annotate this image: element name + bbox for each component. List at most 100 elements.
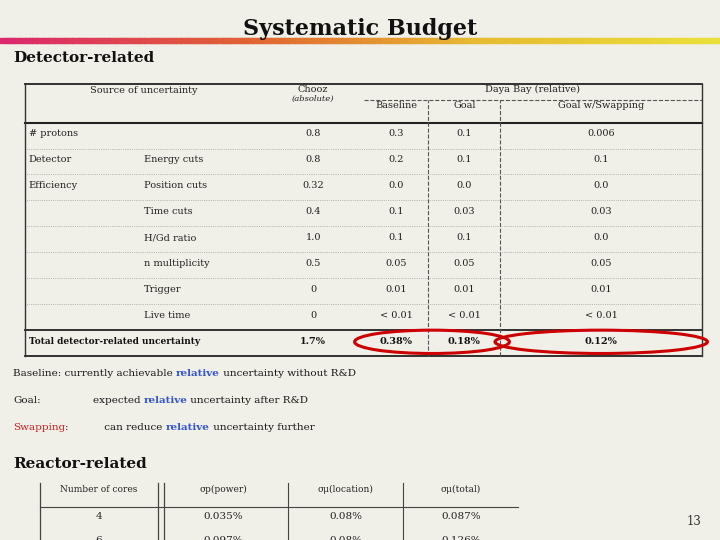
Bar [43,38,48,43]
Bar [594,38,598,43]
Bar [547,38,552,43]
Bar [364,38,368,43]
Bar [612,38,616,43]
Bar [151,38,156,43]
Bar [324,38,328,43]
Bar [562,38,566,43]
Bar [522,38,526,43]
Bar [637,38,642,43]
Bar [655,38,660,43]
Bar [356,38,361,43]
Bar [94,38,98,43]
Bar [248,38,253,43]
Text: σμ(total): σμ(total) [441,485,481,494]
Bar [241,38,246,43]
Bar [238,38,242,43]
Text: < 0.01: < 0.01 [585,311,618,320]
Bar [544,38,548,43]
Bar [695,38,699,43]
Bar [482,38,487,43]
Bar [486,38,490,43]
Bar [374,38,379,43]
Bar [378,38,382,43]
Text: 0.08%: 0.08% [329,512,362,521]
Text: 0.12%: 0.12% [585,337,618,346]
Bar [511,38,516,43]
Bar [202,38,206,43]
Bar [302,38,307,43]
Bar [605,38,609,43]
Text: Position cuts: Position cuts [144,181,207,190]
Text: < 0.01: < 0.01 [379,311,413,320]
Bar [274,38,278,43]
Text: 0.1: 0.1 [456,130,472,138]
Bar [648,38,652,43]
Bar [641,38,645,43]
Bar [198,38,202,43]
Bar [209,38,213,43]
Bar [421,38,426,43]
Text: Energy cuts: Energy cuts [144,156,203,164]
Text: 0.1: 0.1 [388,233,404,242]
Text: Source of uncertainty: Source of uncertainty [90,86,198,96]
Bar [464,38,469,43]
Bar [205,38,210,43]
Text: Baseline: Baseline [375,101,417,110]
Text: σp(power): σp(power) [199,485,247,494]
Bar [299,38,303,43]
Bar [608,38,613,43]
Bar [569,38,573,43]
Bar [436,38,440,43]
Bar [626,38,631,43]
Bar [169,38,174,43]
Bar [403,38,408,43]
Text: 0.8: 0.8 [305,130,321,138]
Text: Live time: Live time [144,311,190,320]
Bar [389,38,393,43]
Text: Daya Bay (relative): Daya Bay (relative) [485,85,580,94]
Bar [140,38,145,43]
Bar [508,38,512,43]
Bar [475,38,480,43]
Bar [281,38,285,43]
Bar [83,38,87,43]
Bar [702,38,706,43]
Bar [270,38,274,43]
Bar [349,38,354,43]
Bar [25,38,30,43]
Bar [616,38,620,43]
Bar [306,38,310,43]
Text: 4: 4 [96,512,102,521]
Text: 0.8: 0.8 [305,156,321,164]
Bar [565,38,570,43]
Text: Detector: Detector [29,156,72,164]
Bar [176,38,181,43]
Text: :           can reduce: : can reduce [66,423,166,433]
Bar [148,38,152,43]
Bar [234,38,238,43]
Text: 13: 13 [687,515,702,528]
Bar [32,38,37,43]
Text: 0.32: 0.32 [302,181,324,190]
Text: 0: 0 [310,311,316,320]
Bar [79,38,84,43]
Bar [119,38,123,43]
Bar [18,38,22,43]
Bar [414,38,418,43]
Bar [450,38,454,43]
Bar [266,38,271,43]
Text: 0.05: 0.05 [590,259,612,268]
Bar [666,38,670,43]
Bar [432,38,436,43]
Bar [457,38,462,43]
Bar [130,38,134,43]
Bar [65,38,69,43]
Bar [515,38,519,43]
Bar [688,38,692,43]
Text: 0.087%: 0.087% [441,512,481,521]
Text: Number of cores: Number of cores [60,485,138,494]
Bar [220,38,224,43]
Bar [407,38,411,43]
Bar [317,38,321,43]
Text: 0.03: 0.03 [590,207,612,216]
